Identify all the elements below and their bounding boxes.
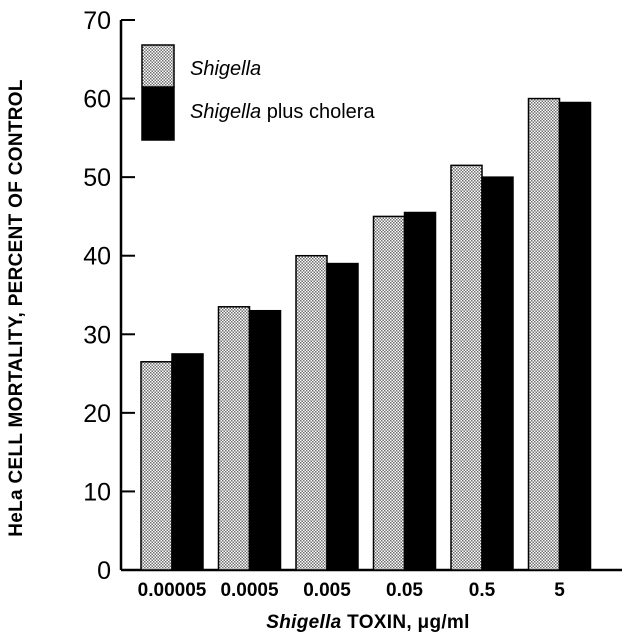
x-category-label: 0.05 — [386, 580, 423, 601]
bar-shigella — [450, 164, 483, 571]
bar-shigella-plus-cholera — [558, 101, 592, 571]
bar-shigella — [527, 97, 561, 571]
y-tick-label: 0 — [97, 557, 111, 585]
y-tick-label: 40 — [83, 243, 111, 271]
x-category-label: 0.0005 — [220, 580, 279, 601]
x-axis-title-rest: TOXIN, μg/ml — [342, 612, 470, 633]
bar-shigella-plus-cholera — [248, 309, 282, 571]
y-tick-label: 30 — [83, 321, 111, 349]
x-category-label: 0.00005 — [138, 580, 207, 601]
bar-shigella-plus-cholera — [171, 353, 204, 571]
legend-label-italic: Shigella — [190, 101, 261, 123]
legend-label-italic: Shigella — [190, 58, 261, 80]
bars — [140, 97, 592, 571]
legend-swatch-shigella — [141, 44, 175, 88]
x-category-label: 5 — [554, 580, 565, 601]
x-category-label: 0.5 — [469, 580, 496, 601]
bar-shigella — [140, 361, 173, 571]
axes: 0 10 20 30 40 50 60 70 0.00005 0.0005 0.005 0.05 0.5… — [83, 7, 622, 601]
bar-shigella-plus-cholera — [326, 262, 359, 571]
x-axis-title-italic: Shigella — [266, 612, 341, 633]
bar-shigella — [372, 215, 406, 571]
y-tick-label: 60 — [83, 86, 111, 114]
legend-label: Shigella — [190, 58, 261, 80]
y-axis-title: HeLa CELL MORTALITY, PERCENT OF CONTROL — [6, 79, 27, 537]
y-tick-label: 50 — [83, 164, 111, 192]
y-tick-label: 70 — [83, 7, 111, 35]
x-category-label: 0.005 — [303, 580, 351, 601]
bar-shigella-plus-cholera — [403, 211, 437, 571]
legend-label: Shigella plus cholera — [190, 101, 375, 123]
y-tick-label: 20 — [83, 400, 111, 428]
bar-shigella — [295, 254, 328, 571]
legend-swatch-shigella-plus-cholera — [141, 87, 175, 141]
legend-label-rest: plus cholera — [261, 101, 375, 123]
x-axis-title: Shigella TOXIN, μg/ml — [266, 612, 469, 633]
bar-shigella — [217, 306, 251, 571]
bar-shigella-plus-cholera — [481, 176, 514, 571]
y-tick-label: 10 — [83, 478, 111, 506]
